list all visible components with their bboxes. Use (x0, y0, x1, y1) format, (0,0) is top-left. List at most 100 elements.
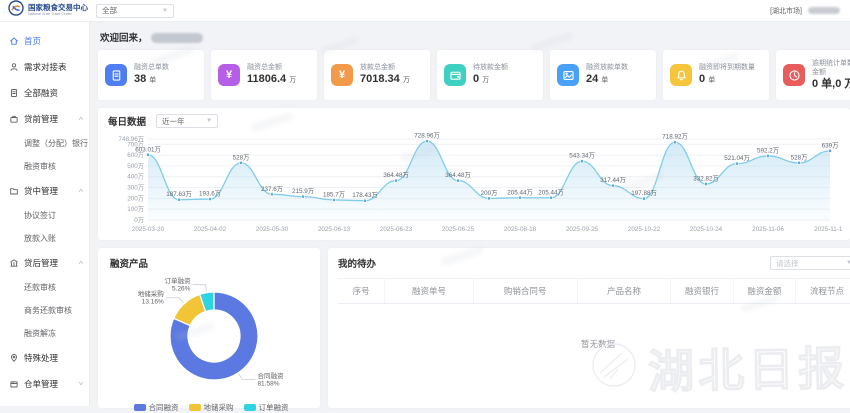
stat-card: 融资总单数 38 单 (98, 50, 204, 100)
svg-text:2025-04-02: 2025-04-02 (194, 226, 227, 233)
stat-label: 放款总金额 (360, 64, 410, 73)
market-filter-select[interactable]: 全部 ▼ (96, 4, 174, 18)
bell-icon (670, 64, 692, 86)
legend-item-订单融资[interactable]: 订单融资 (244, 402, 289, 413)
legend-item-地储采购[interactable]: 地储采购 (189, 402, 234, 413)
sidebar: 首页 需求对接表 全部融资 贷前管理∧ 调整（分配）银行融资审核 贷中管理∧ 协… (0, 22, 90, 406)
sidebar-item-special-handling[interactable]: 特殊处理 (0, 345, 89, 371)
brand: 国家粮食交易中心 National Grain Trade Center (0, 0, 88, 21)
chevron-down-icon: ∨ (78, 381, 84, 387)
todo-table: 序号融资单号购销合同号产品名称融资银行融资金额流程节点 (338, 278, 850, 304)
legend-label: 地储采购 (204, 402, 234, 413)
sidebar-item-demand-matching[interactable]: 需求对接表 (0, 54, 89, 80)
date-range-value: 近一年 (162, 116, 185, 127)
stat-value: 24 单 (586, 74, 628, 86)
svg-text:订单融资: 订单融资 (164, 276, 191, 285)
home-icon (9, 36, 19, 46)
svg-text:193.6万: 193.6万 (199, 190, 221, 198)
svg-text:2025-06-25: 2025-06-25 (442, 226, 475, 233)
sidebar-item-pre-loan-management[interactable]: 贷前管理∧ (0, 106, 89, 132)
date-range-select[interactable]: 近一年 ▼ (156, 114, 218, 128)
user-icon (9, 62, 19, 72)
sidebar-item-financing-unfreeze[interactable]: 融资解冻 (0, 322, 89, 345)
sidebar-item-agreement-signing[interactable]: 协议签订 (0, 204, 89, 227)
svg-text:317.44万: 317.44万 (600, 176, 626, 184)
stat-value: 0 单,0 万 (812, 79, 850, 90)
stat-label: 融资即将到期数量 (699, 64, 755, 73)
document-icon (9, 88, 19, 98)
donut-legend: 合同融资 地储采购 订单融资 (110, 402, 312, 413)
sidebar-item-home[interactable]: 首页 (0, 28, 89, 54)
table-column-header: 融资银行 (671, 279, 733, 304)
chevron-up-icon: ∧ (78, 116, 84, 122)
stat-card: 融资放款单数 24 单 (550, 50, 656, 100)
svg-text:639万: 639万 (822, 141, 839, 149)
bank-icon (9, 258, 19, 268)
user-market-label: [湖北市场] (770, 6, 802, 16)
svg-text:718.92万: 718.92万 (662, 133, 688, 141)
svg-text:2025-11-18: 2025-11-18 (814, 226, 842, 233)
svg-text:728.96万: 728.96万 (414, 132, 440, 140)
svg-text:205.44万: 205.44万 (538, 188, 564, 196)
main-content: 欢迎回来， 融资总单数 38 单 ¥ 融资总金额 11806.4 万 ¥ 放款总… (90, 22, 850, 406)
legend-item-合同融资[interactable]: 合同融资 (134, 402, 179, 413)
daily-chart-title: 每日数据 (108, 114, 146, 128)
clock-icon (783, 64, 805, 86)
stat-value: 7018.34 万 (360, 74, 410, 86)
svg-text:237.6万: 237.6万 (261, 185, 283, 193)
svg-text:2025-10-22: 2025-10-22 (628, 226, 661, 233)
stat-card: 待放款金额 0 万 (437, 50, 543, 100)
svg-text:197.88万: 197.88万 (631, 189, 657, 197)
svg-text:2025-06-23: 2025-06-23 (380, 226, 413, 233)
svg-text:364.48万: 364.48万 (383, 171, 409, 179)
sidebar-item-label: 贷后管理 (24, 257, 58, 269)
products-chart-title: 融资产品 (110, 256, 312, 270)
welcome-text: 欢迎回来， (100, 33, 148, 44)
welcome-message: 欢迎回来， (100, 30, 850, 44)
chevron-up-icon: ∧ (78, 260, 84, 266)
table-column-header: 购销合同号 (473, 279, 577, 304)
sidebar-item-label: 特殊处理 (24, 352, 58, 364)
sidebar-item-warehouse-receipt[interactable]: 仓单管理 ∨ (0, 371, 89, 397)
stat-value: 11806.4 万 (247, 74, 296, 86)
sidebar-item-all-financing[interactable]: 全部融资 (0, 80, 89, 106)
table-column-header: 融资金额 (733, 279, 795, 304)
stat-card: 逾期统计单数,逾期金额 0 单,0 万 (776, 50, 850, 100)
todo-card: 我的待办 请选择 ▼ 序号融资单号购销合同号产品名称融资银行融资金额流程节点 暂… (328, 248, 850, 408)
sidebar-item-label: 全部融资 (24, 87, 58, 99)
svg-text:地储采购: 地储采购 (138, 289, 165, 298)
sidebar-item-financing-review[interactable]: 融资审核 (0, 155, 89, 178)
redacted-username (808, 7, 840, 14)
sidebar-item-label: 仓单管理 (24, 378, 58, 390)
brand-subtitle: National Grain Trade Center (28, 12, 88, 17)
sidebar-item-disbursement-entry[interactable]: 放款入账 (0, 227, 89, 250)
svg-text:200万: 200万 (127, 194, 144, 202)
stat-label: 融资总单数 (134, 64, 169, 73)
chevron-down-icon: ▼ (206, 118, 212, 124)
svg-text:13.16%: 13.16% (142, 299, 164, 306)
header-user-area[interactable]: [湖北市场] (770, 6, 850, 16)
svg-text:215.9万: 215.9万 (292, 187, 314, 195)
todo-filter-select[interactable]: 请选择 ▼ (770, 256, 850, 270)
sidebar-item-adjust-allocate-bank[interactable]: 调整（分配）银行 (0, 132, 89, 155)
sidebar-item-label: 贷中管理 (24, 185, 58, 197)
sidebar-item-in-loan-management[interactable]: 贷中管理∧ (0, 178, 89, 204)
chevron-down-icon: ▼ (162, 8, 168, 14)
stat-label: 融资放款单数 (586, 64, 628, 73)
stat-card: 融资即将到期数量 0 单 (663, 50, 769, 100)
table-column-header: 流程节点 (796, 279, 850, 304)
svg-text:2025-03-20: 2025-03-20 (132, 226, 165, 233)
svg-text:300万: 300万 (127, 184, 144, 192)
pin-icon (9, 353, 19, 363)
legend-swatch (244, 404, 256, 411)
svg-text:2025-05-30: 2025-05-30 (256, 226, 289, 233)
sidebar-item-business-repayment-review[interactable]: 商务还款审核 (0, 299, 89, 322)
legend-swatch (134, 404, 146, 411)
sidebar-item-post-loan-management[interactable]: 贷后管理 ∧ (0, 250, 89, 276)
svg-text:100万: 100万 (127, 205, 144, 213)
empty-state: 暂无数据 (338, 338, 850, 350)
svg-text:0万: 0万 (134, 216, 144, 224)
svg-text:2025-11-06: 2025-11-06 (752, 226, 784, 233)
sidebar-item-repayment-review[interactable]: 还款审核 (0, 276, 89, 299)
stat-value: 38 单 (134, 74, 169, 86)
